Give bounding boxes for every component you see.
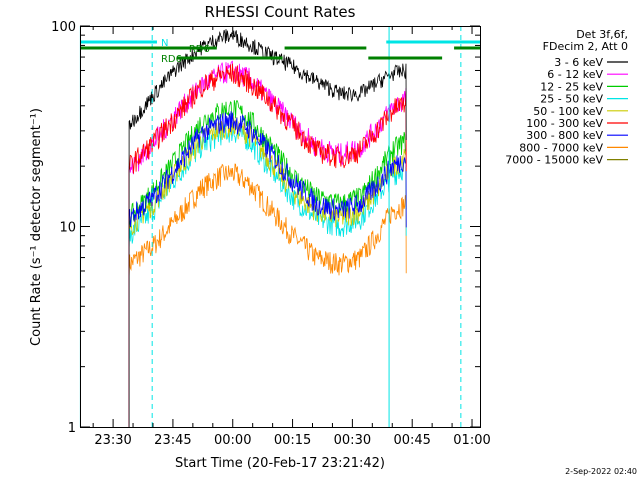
attenuator-label-2: RD6	[189, 44, 210, 55]
attenuator-label-0: N	[161, 38, 168, 49]
legend-entry-0: 3 - 6 keV	[554, 56, 603, 69]
chart-title: RHESSI Count Rates	[205, 3, 356, 21]
x-tick-label-6: 01:00	[453, 433, 490, 448]
legend-entry-5: 100 - 300 keV	[526, 117, 603, 130]
x-tick-label-3: 00:15	[274, 433, 311, 448]
legend-entry-8: 7000 - 15000 keV	[505, 154, 603, 167]
legend-entry-3: 25 - 50 keV	[540, 93, 603, 106]
x-tick-label-0: 23:30	[94, 433, 131, 448]
x-tick-label-1: 23:45	[154, 433, 191, 448]
attenuator-label-3: RD6	[161, 54, 182, 65]
trace-5	[128, 63, 407, 427]
legend-entry-2: 12 - 25 keV	[540, 80, 603, 93]
plot-frame	[80, 26, 481, 428]
y-tick-label-1: 10	[59, 221, 76, 236]
trace-3	[128, 123, 407, 427]
legend-entry-1: 6 - 12 keV	[547, 68, 603, 81]
x-axis-label: Start Time (20-Feb-17 23:21:42)	[175, 456, 385, 471]
trace-4	[128, 115, 407, 427]
trace-6	[128, 111, 407, 427]
trace-7	[128, 163, 407, 427]
plot-axes: 23:30 23:45 00:00 00:15 00:30 00:45 01:00 1 10 10…	[51, 20, 491, 448]
x-tick-label-4: 00:30	[334, 433, 371, 448]
trace-0	[128, 29, 407, 427]
y-tick-label-0: 1	[68, 421, 76, 436]
legend-entry-6: 300 - 800 keV	[526, 129, 603, 142]
plot-traces	[128, 29, 407, 427]
legend-header-1: FDecim 2, Att 0	[543, 40, 628, 53]
y-axis-label: Count Rate (s⁻¹ detector segment⁻¹)	[29, 108, 44, 346]
legend-entry-4: 50 - 100 keV	[533, 105, 603, 118]
timestamp-label: 2-Sep-2022 02:40	[565, 467, 637, 476]
x-tick-label-2: 00:00	[214, 433, 251, 448]
y-tick-label-2: 100	[51, 20, 76, 35]
legend-entry-7: 800 - 7000 keV	[519, 141, 603, 154]
x-tick-label-5: 00:45	[393, 433, 430, 448]
legend-header-0: Det 3f,6f,	[576, 28, 628, 41]
